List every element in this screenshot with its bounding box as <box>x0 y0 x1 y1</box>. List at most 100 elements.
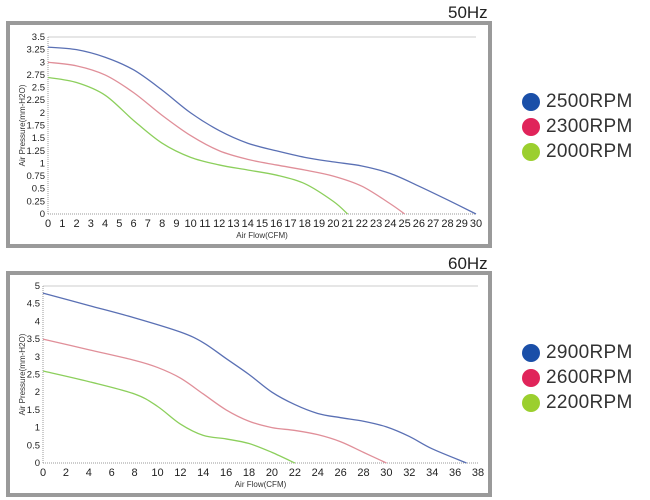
legend-label: 2000RPM <box>546 140 633 162</box>
x-tick-label: 5 <box>116 218 122 230</box>
y-axis-label: Air Pressure(mm-H2O) <box>18 333 27 415</box>
y-tick-label: 0 <box>35 458 40 469</box>
legend-item: 2200RPM <box>522 390 633 415</box>
legend-dot <box>522 142 540 161</box>
x-tick-label: 18 <box>243 467 255 479</box>
x-tick-label: 8 <box>159 218 165 230</box>
y-tick-label: 2 <box>40 108 45 119</box>
x-tick-label: 28 <box>357 467 369 479</box>
x-tick-label: 13 <box>227 218 239 230</box>
y-tick-label: 4 <box>35 316 40 327</box>
x-tick-label: 27 <box>427 218 439 230</box>
x-tick-label: 28 <box>441 218 453 230</box>
series-line-2900RPM <box>42 292 467 464</box>
x-tick-label: 11 <box>199 218 210 230</box>
x-tick-label: 22 <box>356 218 368 230</box>
x-tick-label: 0 <box>45 218 51 230</box>
chart-frame <box>6 271 492 497</box>
x-axis-label: Air Flow(CFM) <box>236 231 288 240</box>
y-tick-label: 0.5 <box>27 440 40 451</box>
x-tick-label: 32 <box>403 467 415 479</box>
chart-title-50hz: 50Hz <box>448 3 488 22</box>
chart-frame <box>6 21 492 248</box>
x-tick-label: 38 <box>472 467 484 479</box>
x-tick-label: 15 <box>256 218 268 230</box>
x-tick-label: 19 <box>313 218 325 230</box>
x-tick-label: 6 <box>131 218 137 230</box>
x-axis-label: Air Flow(CFM) <box>235 480 287 489</box>
legend-item: 2000RPM <box>522 139 633 164</box>
x-tick-label: 4 <box>86 467 92 479</box>
x-tick-label: 1 <box>59 218 65 230</box>
legend-item: 2600RPM <box>522 365 633 390</box>
y-tick-label: 3.5 <box>32 32 45 43</box>
y-tick-label: 2.5 <box>32 83 45 94</box>
x-tick-label: 2 <box>63 467 69 479</box>
x-tick-label: 12 <box>213 218 225 230</box>
y-tick-label: 0 <box>40 209 45 220</box>
x-tick-label: 16 <box>270 218 282 230</box>
x-tick-label: 24 <box>384 218 396 230</box>
legend-item: 2300RPM <box>522 114 633 139</box>
y-axis-label: Air Pressure(mm-H2O) <box>18 84 27 166</box>
legend-dot <box>522 393 540 412</box>
y-tick-label: 1.5 <box>32 133 45 144</box>
x-tick-label: 14 <box>242 218 254 230</box>
y-tick-label: 1.25 <box>27 146 46 157</box>
y-tick-label: 0.75 <box>27 171 46 182</box>
x-tick-label: 2 <box>73 218 79 230</box>
x-tick-label: 6 <box>109 467 115 479</box>
y-tick-label: 0.5 <box>32 184 45 195</box>
legend-label: 2200RPM <box>546 391 633 413</box>
series-line-2600RPM <box>42 338 387 464</box>
x-tick-label: 3 <box>88 218 94 230</box>
x-tick-label: 7 <box>145 218 151 230</box>
y-tick-label: 0.25 <box>27 196 46 207</box>
x-tick-label: 18 <box>299 218 311 230</box>
y-tick-label: 2.25 <box>27 95 46 106</box>
y-tick-label: 3 <box>35 352 40 363</box>
chart-title-60hz: 60Hz <box>448 254 488 273</box>
legend-item: 2500RPM <box>522 89 633 114</box>
x-tick-label: 21 <box>341 218 353 230</box>
legend-dot <box>522 343 540 362</box>
x-tick-label: 20 <box>266 467 278 479</box>
x-tick-label: 24 <box>312 467 324 479</box>
y-tick-label: 1.75 <box>27 121 46 132</box>
legend-dot <box>522 117 540 136</box>
x-tick-label: 36 <box>449 467 461 479</box>
y-tick-label: 1 <box>40 158 45 169</box>
series-line-2300RPM <box>47 61 406 215</box>
x-tick-label: 29 <box>456 218 468 230</box>
x-tick-label: 23 <box>370 218 382 230</box>
x-tick-label: 17 <box>284 218 296 230</box>
x-tick-label: 12 <box>174 467 186 479</box>
x-tick-label: 8 <box>132 467 138 479</box>
y-tick-label: 2.5 <box>27 370 40 381</box>
x-tick-label: 34 <box>426 467 438 479</box>
legend-dot <box>522 368 540 387</box>
legend-label: 2300RPM <box>546 115 633 137</box>
x-tick-label: 20 <box>327 218 339 230</box>
y-tick-label: 1.5 <box>27 405 40 416</box>
series-line-2200RPM <box>42 370 296 464</box>
x-tick-label: 9 <box>173 218 179 230</box>
y-tick-label: 5 <box>35 281 40 292</box>
legend-60hz: 2900RPM 2600RPM 2200RPM <box>522 340 633 415</box>
x-tick-label: 26 <box>413 218 425 230</box>
x-tick-label: 25 <box>399 218 411 230</box>
legend-50hz: 2500RPM 2300RPM 2000RPM <box>522 89 633 164</box>
y-tick-label: 4.5 <box>27 299 40 310</box>
x-tick-label: 22 <box>289 467 301 479</box>
x-tick-label: 10 <box>185 218 197 230</box>
x-tick-label: 4 <box>102 218 108 230</box>
x-tick-label: 10 <box>151 467 163 479</box>
x-tick-label: 16 <box>220 467 232 479</box>
series-line-2000RPM <box>47 76 349 215</box>
legend-label: 2900RPM <box>546 341 633 363</box>
y-tick-label: 2 <box>35 387 40 398</box>
y-tick-label: 3.5 <box>27 334 40 345</box>
legend-item: 2900RPM <box>522 340 633 365</box>
legend-dot <box>522 92 540 111</box>
